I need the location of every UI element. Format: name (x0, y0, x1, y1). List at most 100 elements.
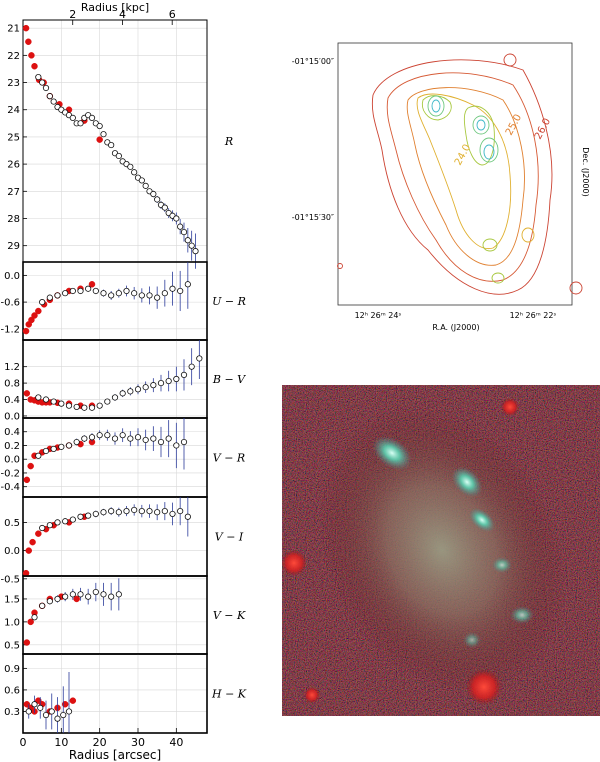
data-point-open (42, 711, 50, 719)
data-point-open (65, 708, 73, 715)
data-point-open (154, 196, 161, 203)
data-point-open (131, 169, 138, 176)
data-point-filled (88, 281, 96, 288)
y-tick-label: -1.2 (0, 324, 20, 335)
data-point-open (150, 382, 157, 389)
data-point-filled (23, 390, 31, 397)
data-point-open (127, 163, 134, 170)
data-point-open (173, 215, 180, 222)
data-point-open (77, 287, 84, 295)
y-tick-label: 22 (7, 51, 20, 62)
y-tick-label: 29 (7, 241, 20, 252)
data-point-open (154, 509, 161, 516)
data-point-filled (27, 618, 34, 626)
data-point-open (146, 292, 153, 299)
data-point-open (96, 402, 103, 409)
data-point-open (123, 287, 130, 295)
data-point-open (35, 394, 42, 401)
data-point-open (119, 432, 126, 439)
y-tick-label: 27 (7, 187, 20, 198)
data-point-open (104, 432, 111, 439)
data-point-open (46, 522, 53, 529)
y-tick-label: 28 (7, 214, 20, 225)
data-point-open (77, 120, 84, 127)
data-point-open (131, 290, 138, 297)
foreground-star (304, 687, 320, 703)
star-forming-knot (451, 466, 483, 498)
data-point-open (58, 400, 65, 407)
panel-ylabel: U − R (212, 295, 246, 308)
data-point-open (85, 512, 92, 519)
data-point-open (184, 513, 191, 520)
contour-knot-4 (482, 238, 498, 252)
data-point-filled (23, 639, 31, 646)
data-point-open (192, 248, 199, 255)
data-point-open (58, 443, 65, 450)
data-point-open (100, 131, 107, 138)
data-point-open (169, 510, 176, 518)
data-point-open (39, 79, 46, 86)
data-point-open (184, 237, 191, 244)
data-point-open (42, 447, 50, 455)
data-point-filled (29, 538, 36, 546)
data-point-open (157, 438, 165, 446)
data-point-open (62, 518, 69, 525)
foreground-star (466, 669, 502, 705)
data-point-open (42, 396, 50, 403)
x-tick-label: 40 (169, 736, 183, 749)
contour-4 (416, 93, 512, 250)
dec-tick-1: -01°15′00″ (292, 57, 334, 66)
data-point-open (48, 708, 55, 715)
y-tick-label: 0.4 (4, 395, 20, 406)
data-point-open (188, 363, 195, 370)
bottom-axis-label: Radius [arcsec] (69, 748, 161, 762)
data-point-open (138, 177, 145, 184)
contour-frame (337, 42, 573, 306)
data-point-open (39, 299, 46, 306)
y-tick-label: 0.0 (4, 411, 20, 422)
data-point-open (65, 402, 73, 409)
data-point-open (92, 588, 99, 596)
data-point-filled (31, 312, 38, 319)
data-point-open (54, 715, 61, 722)
data-point-open (100, 290, 107, 297)
data-point-open (119, 390, 126, 397)
profile-panel-v-k: 1.5 1.0 0.5 V − K (4, 575, 246, 655)
data-point-open (54, 292, 61, 299)
data-point-open (108, 141, 115, 149)
data-point-open (31, 614, 38, 621)
data-point-open (115, 591, 122, 598)
data-point-open (177, 223, 184, 230)
top-axis-label: Radius [kpc] (81, 1, 149, 14)
data-point-open (177, 287, 184, 295)
y-tick-label: 1.5 (4, 594, 20, 605)
y-tick-label: -0.2 (0, 468, 20, 479)
contour-knot-1 (427, 95, 445, 117)
data-point-open (25, 708, 32, 715)
data-point-open (46, 93, 53, 100)
y-tick-label: 0.2 (4, 441, 20, 452)
profile-panel-r: 21 22 23 24 25 26 27 28 29 R (7, 19, 233, 269)
contour-3 (406, 87, 525, 266)
contour-knot-1-core (431, 99, 441, 113)
data-point-filled (35, 307, 42, 315)
y-tick-label: -0.4 (0, 482, 20, 493)
contour-knot-3-core (483, 144, 495, 160)
data-point-open (134, 434, 142, 441)
data-point-open (111, 435, 119, 442)
data-point-open (85, 285, 92, 292)
data-point-open (62, 290, 69, 297)
panel-frame (22, 575, 208, 655)
data-point-open (146, 508, 153, 515)
data-point-open (142, 384, 149, 391)
star-forming-knot (510, 606, 534, 624)
data-point-open (39, 524, 46, 532)
data-point-open (73, 438, 80, 446)
data-point-open (188, 242, 195, 249)
data-point-open (92, 510, 99, 518)
data-point-open (108, 508, 115, 515)
y-tick-label: 21 (7, 24, 20, 35)
data-point-open (77, 513, 84, 520)
data-point-open (88, 114, 96, 121)
